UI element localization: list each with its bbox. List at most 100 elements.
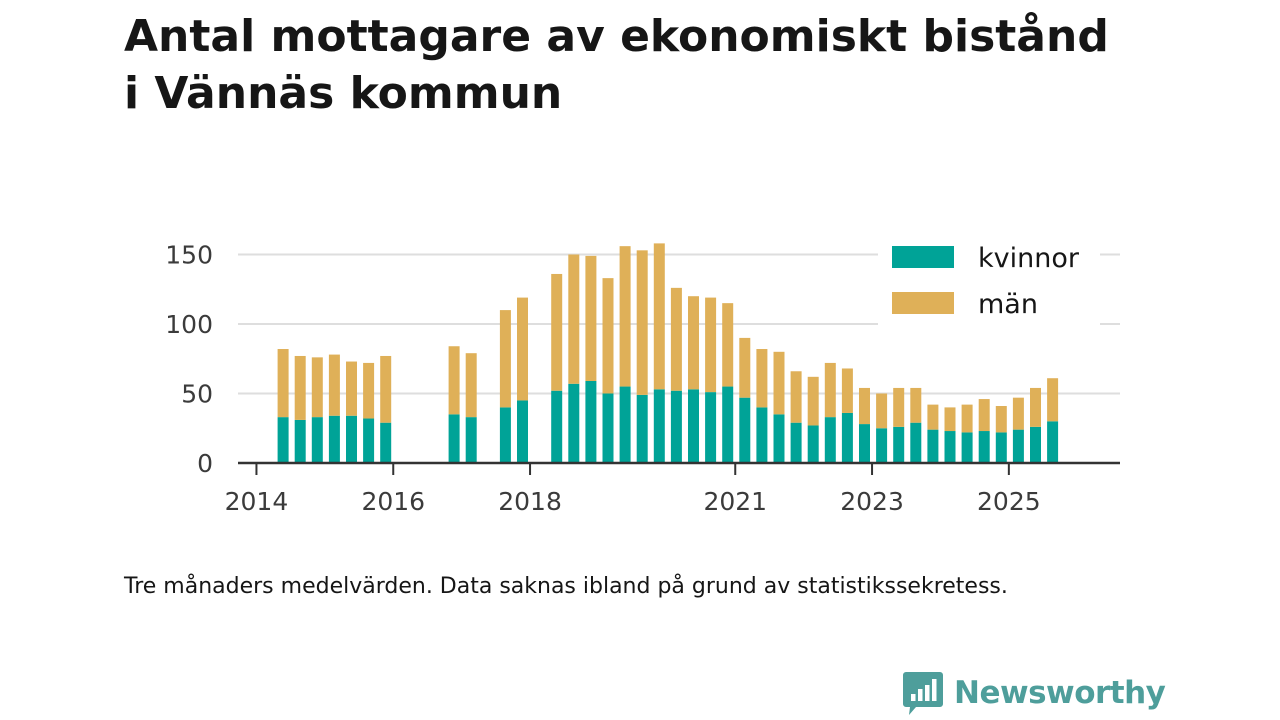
legend-kvinnor-label: kvinnor <box>978 243 1080 274</box>
chart-title: Antal mottagare av ekonomiskt bistånd i … <box>124 8 1224 122</box>
bar-kvinnor <box>705 392 717 463</box>
bar-kvinnor <box>653 389 665 463</box>
brand-name: Newsworthy <box>954 675 1166 711</box>
brand[interactable]: Newsworthy <box>902 670 1166 716</box>
bar-kvinnor <box>893 426 905 463</box>
bar-kvinnor <box>944 431 956 463</box>
bar-man <box>448 346 460 415</box>
bar-man <box>499 310 511 408</box>
y-tick-label: 50 <box>181 380 213 409</box>
bar-man <box>893 387 905 427</box>
x-tick-label: 2021 <box>703 487 767 516</box>
x-tick-label: 2025 <box>977 487 1041 516</box>
bar-man <box>790 371 802 423</box>
bar-kvinnor <box>277 417 289 463</box>
bar-man <box>688 296 699 390</box>
bar-man <box>311 357 323 418</box>
bar-kvinnor <box>773 414 785 463</box>
bar-man <box>670 287 682 391</box>
bar-man <box>705 297 717 393</box>
legend-man-swatch <box>892 292 954 314</box>
bar-kvinnor <box>688 389 699 463</box>
bar-kvinnor <box>636 394 648 463</box>
bar-man <box>568 254 580 384</box>
bar-man <box>380 355 392 423</box>
x-tick-label: 2018 <box>498 487 562 516</box>
bar-kvinnor <box>961 432 973 463</box>
bar-man <box>722 303 734 387</box>
bar-kvinnor <box>380 422 392 463</box>
bar-kvinnor <box>1047 421 1059 463</box>
bar-kvinnor <box>876 428 888 463</box>
x-tick-label: 2016 <box>361 487 425 516</box>
bar-kvinnor <box>859 424 870 463</box>
bar-kvinnor <box>465 417 477 463</box>
bar-kvinnor <box>978 431 990 463</box>
bar-kvinnor <box>328 415 340 463</box>
stacked-bar-chart: 0 50 100 150 2014 2016 2018 2021 2023 2025 kvinnor… <box>165 240 1120 516</box>
chart-caption: Tre månaders medelvärden. Data saknas ib… <box>124 574 1008 599</box>
bar-man <box>978 399 990 432</box>
bar-kvinnor <box>499 407 511 463</box>
bar-man <box>363 362 375 419</box>
bar-man <box>773 351 785 415</box>
bar-kvinnor <box>739 397 751 463</box>
chart-title-line-1: Antal mottagare av ekonomiskt bistånd <box>124 11 1109 62</box>
bar-man <box>619 246 631 387</box>
bar-kvinnor <box>551 390 563 463</box>
y-tick-label: 100 <box>165 310 213 339</box>
bar-man <box>807 376 819 426</box>
bar-man <box>1012 397 1024 430</box>
x-tick-label: 2014 <box>225 487 289 516</box>
bar-kvinnor <box>910 422 922 463</box>
bar-man <box>517 297 528 401</box>
bar-kvinnor <box>790 422 802 463</box>
bar-man <box>876 393 888 429</box>
bar-man <box>585 255 597 381</box>
bar-kvinnor <box>568 383 580 463</box>
bar-kvinnor <box>824 417 836 463</box>
bar-kvinnor <box>807 425 819 463</box>
bar-man <box>927 404 939 430</box>
bar-kvinnor <box>1030 426 1041 463</box>
bar-man <box>859 387 870 425</box>
bar-man <box>328 354 340 416</box>
chart-title-line-2: i Vännäs kommun <box>124 68 563 119</box>
bar-man <box>636 250 648 395</box>
bar-kvinnor <box>995 432 1007 463</box>
bar-kvinnor <box>756 407 768 463</box>
bar-kvinnor <box>722 386 734 463</box>
bar-kvinnor <box>927 429 939 463</box>
legend-kvinnor-swatch <box>892 246 954 268</box>
bar-man <box>995 406 1007 433</box>
legend-man-label: män <box>978 289 1038 320</box>
bar-man <box>824 362 836 418</box>
bar-kvinnor <box>619 386 631 463</box>
bar-man <box>294 355 306 420</box>
bar-kvinnor <box>1012 429 1024 463</box>
bar-man <box>756 349 768 408</box>
bar-kvinnor <box>294 419 306 463</box>
bar-kvinnor <box>517 400 528 463</box>
bar-kvinnor <box>841 412 853 463</box>
bar-man <box>910 387 922 423</box>
bar-man <box>961 404 973 433</box>
bar-man <box>1030 387 1041 427</box>
bar-kvinnor <box>311 417 323 463</box>
bar-man <box>739 337 751 398</box>
bar-kvinnor <box>585 380 597 463</box>
bar-man <box>1047 378 1059 422</box>
bar-kvinnor <box>602 393 614 463</box>
bar-man <box>277 349 289 418</box>
bar-man <box>602 278 614 394</box>
bar-man <box>346 361 357 416</box>
bar-man <box>551 273 563 391</box>
bar-man <box>465 353 477 418</box>
bar-kvinnor <box>670 390 682 463</box>
y-tick-label: 0 <box>197 449 213 478</box>
bar-man <box>841 368 853 413</box>
bar-kvinnor <box>448 414 460 463</box>
bar-kvinnor <box>346 415 357 463</box>
bar-kvinnor <box>363 418 375 463</box>
bar-chart-speech-bubble-icon <box>903 672 943 715</box>
